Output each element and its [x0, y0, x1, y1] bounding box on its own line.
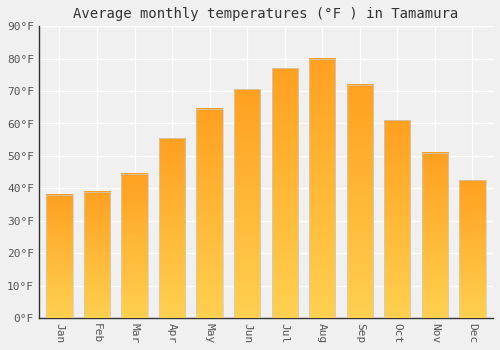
Bar: [309, 59, 336, 318]
Bar: [46, 195, 72, 318]
Title: Average monthly temperatures (°F ) in Tamamura: Average monthly temperatures (°F ) in Ta…: [74, 7, 458, 21]
Bar: [159, 138, 185, 318]
Bar: [460, 180, 485, 318]
Bar: [384, 120, 410, 318]
Bar: [196, 109, 223, 318]
Bar: [346, 85, 373, 318]
Bar: [234, 90, 260, 318]
Bar: [122, 174, 148, 318]
Bar: [272, 68, 298, 318]
Bar: [84, 191, 110, 318]
Bar: [422, 153, 448, 318]
